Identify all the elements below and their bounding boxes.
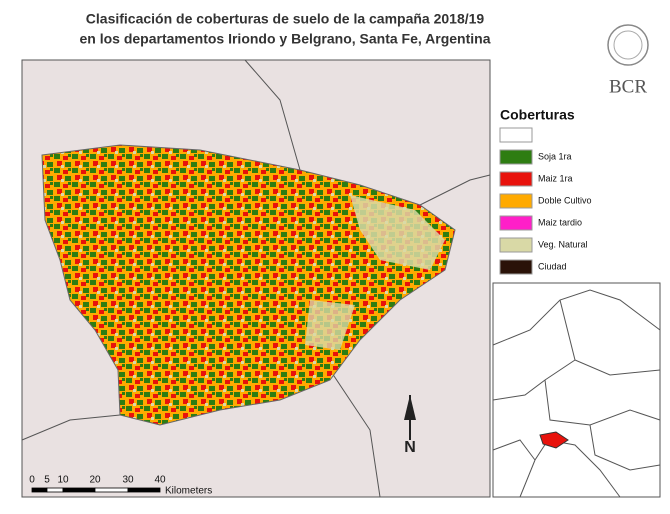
scale-label: 0 (29, 475, 35, 486)
natural-vegetation-zone (350, 195, 445, 270)
boundary (244, 59, 301, 171)
title-line: Clasificación de coberturas de suelo de … (86, 11, 485, 27)
legend-label: Maiz 1ra (538, 173, 573, 183)
scale-label: 20 (89, 475, 101, 486)
legend-label: Doble Cultivo (538, 195, 592, 205)
legend-swatch (499, 149, 533, 165)
north-label: N (404, 439, 416, 456)
natural-vegetation-zone (305, 300, 355, 350)
legend-label: Maiz tardio (538, 217, 582, 227)
scale-unit: Kilometers (165, 486, 212, 497)
scale-label: 10 (57, 475, 69, 486)
inset-map (492, 282, 661, 498)
legend: Coberturas Soja 1ra Maiz 1ra Doble Cultivo… (499, 107, 592, 275)
boundary (329, 369, 381, 498)
logo-text: BCR (609, 76, 647, 97)
study-area (539, 431, 569, 449)
scale-segment (46, 487, 64, 493)
scale-label: 5 (44, 475, 50, 486)
scale-segment (94, 487, 129, 493)
north-arrow: N (404, 395, 416, 456)
scale-label: 30 (122, 475, 134, 486)
legend-swatch (499, 237, 533, 253)
scale-segment (31, 487, 48, 493)
scale-label: 40 (154, 475, 166, 486)
boundary (419, 174, 491, 206)
legend-label: Soja 1ra (538, 151, 572, 161)
legend-swatch (499, 259, 533, 275)
logo: BCR (607, 24, 649, 97)
title-line: en los departamentos Iriondo y Belgrano,… (80, 31, 491, 47)
legend-swatch (499, 215, 533, 231)
scale-segment (127, 487, 161, 493)
legend-label: Veg. Natural (538, 239, 588, 249)
legend-swatch (499, 171, 533, 187)
region (41, 144, 456, 426)
legend-swatch (499, 193, 533, 209)
legend-label: Ciudad (538, 261, 567, 271)
legend-swatch (499, 127, 533, 143)
legend-title: Coberturas (500, 107, 575, 123)
scale-segment (62, 487, 96, 493)
boundary (21, 414, 121, 441)
